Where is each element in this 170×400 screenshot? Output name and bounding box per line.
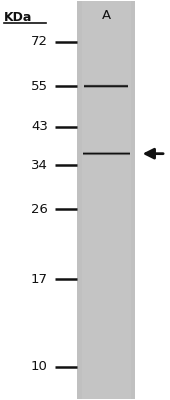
- Text: 43: 43: [31, 120, 48, 133]
- Text: 26: 26: [31, 203, 48, 216]
- Text: KDa: KDa: [4, 11, 32, 24]
- Text: 72: 72: [31, 36, 48, 48]
- Text: 55: 55: [31, 80, 48, 93]
- Text: A: A: [101, 10, 111, 22]
- Text: 17: 17: [31, 273, 48, 286]
- Bar: [77, 1, 135, 399]
- Text: 34: 34: [31, 159, 48, 172]
- Bar: [82, 1, 131, 399]
- Text: 10: 10: [31, 360, 48, 373]
